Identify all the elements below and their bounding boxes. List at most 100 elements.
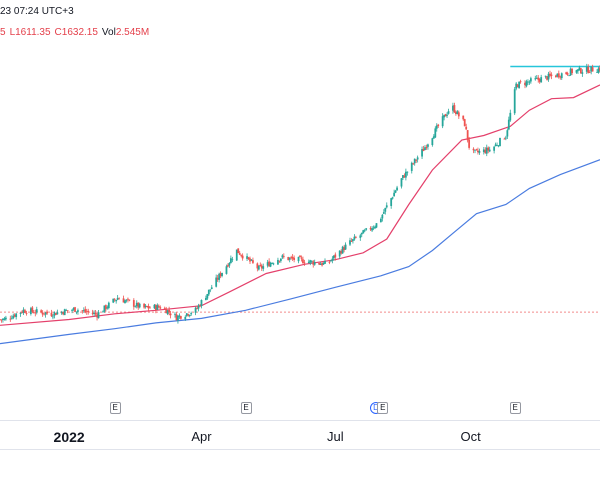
candle-body [577,69,579,72]
candle-body [343,247,346,251]
candle-body [581,72,584,74]
candle-body [506,130,509,137]
candle-body [122,298,125,303]
candle-body [404,171,407,178]
candle-body [15,313,18,318]
ma-fast-line [0,84,600,326]
candle-body [96,314,98,318]
candle-body [77,310,79,312]
chart-svg[interactable] [0,0,600,420]
candle-body [434,128,437,138]
candle-body [575,70,578,73]
candle-body [156,305,159,310]
candle-body [66,310,69,312]
candle-body [322,262,325,265]
candle-body [443,114,446,118]
candle-body [328,261,331,263]
candle-body [127,298,129,300]
candle-body [421,149,423,157]
candle-body [300,257,303,259]
candle-body [277,259,279,265]
candle-body [565,72,568,74]
candle-body [25,313,28,314]
candle-body [31,307,34,312]
candle-body [135,302,138,307]
candle-body [569,68,572,76]
candle-body [115,299,118,302]
candle-body [260,265,263,269]
candle-body [194,307,197,313]
candle-body [72,308,75,310]
candle-body [384,207,387,212]
candle-body [528,81,531,83]
candle-body [281,255,284,258]
candle-body [85,311,88,313]
candle-body [32,312,35,314]
candle-body [382,212,385,214]
candle-body [113,299,116,301]
candle-body [302,259,304,264]
candle-body [371,228,373,231]
candle-body [216,277,219,280]
candle-body [390,198,393,206]
candle-body [524,82,526,86]
candle-body [29,308,32,314]
candle-body [475,149,478,151]
header-ohlc: 5 L1611.35 C1632.15 Vol2.545M [0,27,153,38]
candle-body [102,311,104,313]
candle-body [185,313,188,316]
candle-body [227,265,229,267]
earnings-event-marker[interactable]: E [240,402,252,414]
earnings-event-marker[interactable]: E [509,402,521,414]
candle-body [75,311,78,313]
candle-body [441,116,444,127]
earnings-event-marker[interactable]: E [377,402,389,414]
candle-body [374,226,376,229]
candle-body [266,262,269,266]
candle-body [319,264,322,266]
time-axis[interactable]: 2022 Apr Jul Oct [0,420,600,450]
candle-body [431,138,434,146]
candle-body [199,305,201,307]
candle-body [184,316,187,320]
candle-body [493,146,496,151]
candle-body [52,316,54,318]
candle-body [252,260,254,263]
candle-body [204,297,207,301]
ohlc-vol-label: Vol [101,27,116,38]
candle-body [46,311,48,314]
candle-body [344,244,347,250]
candle-body [293,257,296,261]
candle-body [527,81,529,83]
candle-body [503,138,506,140]
candle-body [240,254,243,256]
candle-body [504,137,507,139]
candle-body [188,314,191,317]
earnings-event-marker[interactable]: E [109,402,121,414]
candle-body [250,259,253,261]
candle-body [534,78,537,80]
candle-body [174,313,176,315]
candle-body [22,309,25,313]
candle-body [112,298,115,303]
candle-body [132,300,135,307]
candle-body [488,149,491,152]
candle-body [540,77,543,83]
candle-body [482,149,485,152]
candle-body [309,260,312,263]
candle-body [591,67,594,72]
candle-body [13,314,16,317]
candle-body [9,318,12,320]
candle-body [178,315,181,317]
candle-body [402,175,404,179]
price-chart[interactable] [0,0,600,420]
candle-body [590,66,593,72]
candle-body [571,68,573,74]
candle-body [35,309,38,313]
candle-body [128,299,131,301]
candle-body [394,190,397,193]
candle-body [519,81,522,83]
candle-body [288,257,291,260]
ohlc-low: 1611.35 [15,27,51,38]
candle-body [118,298,121,300]
